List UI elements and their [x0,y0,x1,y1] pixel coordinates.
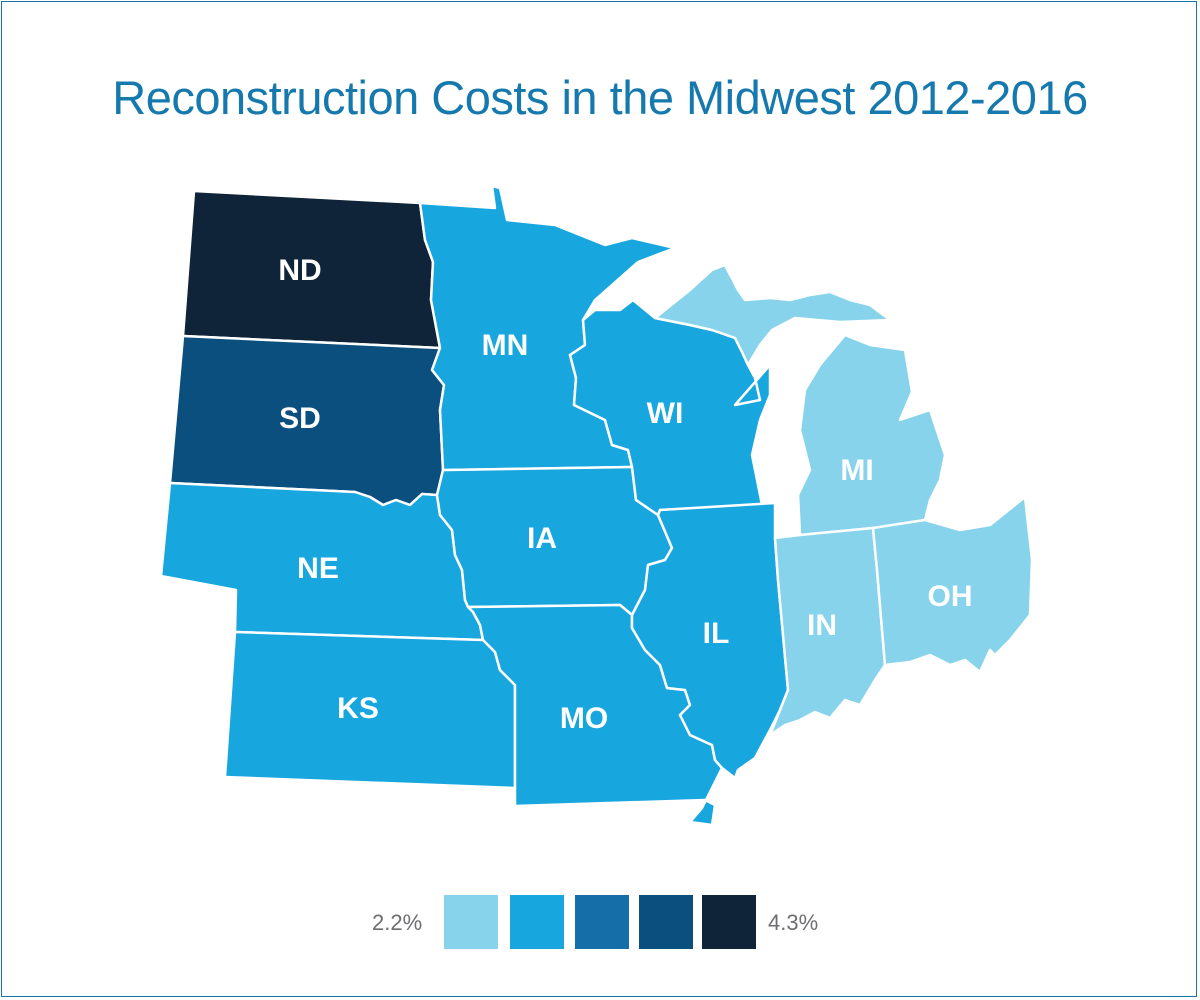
label-mi: MI [840,454,873,487]
label-mo: MO [560,702,608,735]
label-wi: WI [647,397,684,430]
state-mi-upper[interactable] [653,263,892,367]
legend-min-label: 2.2% [372,910,423,935]
label-sd: SD [279,402,321,435]
legend-max-label: 4.3% [768,910,819,935]
label-in: IN [807,609,837,642]
label-oh: OH [928,580,973,613]
label-ks: KS [337,692,379,725]
label-ia: IA [527,522,557,555]
state-mi[interactable] [796,333,947,537]
label-il: IL [703,617,730,650]
state-oh[interactable] [871,495,1034,674]
legend-swatch-3 [575,895,629,949]
label-ne: NE [297,552,339,585]
legend-swatch-5 [702,895,756,949]
legend-swatch-2 [510,895,564,949]
legend-swatch-1 [444,895,498,949]
label-nd: ND [278,254,321,287]
map-title: Reconstruction Costs in the Midwest 2012… [112,71,1088,124]
legend-swatch-4 [639,895,693,949]
label-mn: MN [482,329,529,362]
